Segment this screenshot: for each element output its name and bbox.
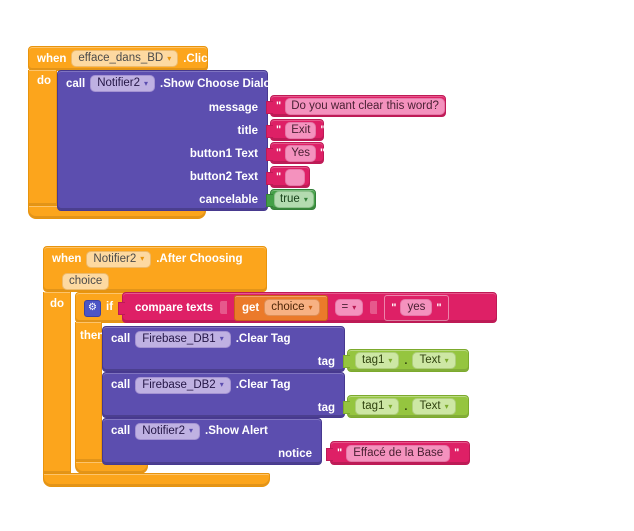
do-label: do [37, 75, 52, 87]
component-dropdown-notifier2[interactable]: Notifier2 ▾ [86, 250, 152, 268]
if-label: if [106, 301, 114, 313]
close-quote: " [320, 124, 326, 136]
close-quote: " [309, 171, 315, 183]
component-dropdown-efface-dans-bd[interactable]: efface_dans_BD ▾ [71, 50, 179, 67]
method-name-label: .Clear Tag [235, 379, 291, 391]
event-param-choice[interactable]: choice [62, 273, 110, 290]
dropdown-icon: ▾ [219, 334, 224, 343]
variable-dropdown-choice[interactable]: choice ▾ [264, 299, 320, 316]
logic-true-block[interactable]: true ▾ [266, 189, 316, 210]
property-dropdown-text[interactable]: Text ▾ [412, 352, 456, 369]
call-label: call [111, 379, 131, 391]
text-input-yes[interactable]: yes [400, 299, 433, 316]
event-name-label: .After Choosing [156, 253, 243, 265]
open-quote: " [276, 147, 282, 159]
component-dropdown-firebase-db2[interactable]: Firebase_DB2 ▾ [135, 376, 231, 394]
component-dropdown-tag1[interactable]: tag1 ▾ [355, 352, 400, 369]
operator-dropdown[interactable]: = ▾ [334, 299, 364, 316]
when-label: when [37, 52, 67, 65]
text-input-button1[interactable]: Yes [285, 144, 316, 162]
dropdown-icon: ▾ [352, 302, 357, 312]
open-quote: " [276, 171, 282, 183]
dropdown-icon: ▾ [308, 302, 313, 312]
dropdown-icon: ▾ [303, 194, 308, 204]
then-label: then [80, 330, 105, 342]
event-block-after-choosing-bottom-bar[interactable] [43, 473, 270, 487]
open-quote: " [276, 100, 282, 112]
event-block-after-choosing-header[interactable]: when Notifier2 ▾ .After Choosing choice [43, 246, 267, 292]
compare-texts-block[interactable]: compare texts get choice ▾ = ▾ " yes " [118, 292, 497, 323]
param-label-button2: button2 Text [189, 170, 258, 183]
method-name-label: .Show Choose Dialog [160, 77, 278, 90]
when-label: when [52, 253, 82, 265]
dropdown-icon: ▾ [189, 426, 194, 435]
text-input-message[interactable]: Do you want clear this word? [285, 97, 445, 115]
text-input-button2[interactable] [285, 168, 306, 186]
open-quote: " [337, 447, 343, 459]
dropdown-icon: ▾ [167, 53, 172, 63]
param-label-title: title [237, 124, 258, 137]
call-show-choose-dialog-block[interactable]: call Notifier2 ▾ .Show Choose Dialog mes… [57, 70, 278, 211]
event-block-click-left-strip[interactable]: do [28, 70, 57, 206]
compare-texts-label: compare texts [135, 301, 213, 314]
call-firebase-db1-clear-tag-block[interactable]: call Firebase_DB1 ▾ .Clear Tag tag [102, 326, 345, 372]
dropdown-icon: ▾ [388, 401, 393, 411]
close-quote: " [436, 301, 442, 314]
param-label-cancelable: cancelable [199, 193, 258, 206]
event-block-after-choosing-left-strip[interactable]: do [43, 292, 71, 474]
call-label: call [111, 425, 131, 437]
param-label-button1: button1 Text [189, 147, 258, 160]
dropdown-icon: ▾ [140, 254, 145, 263]
text-block-button1[interactable]: " Yes " [266, 142, 326, 164]
event-block-click-header[interactable]: when efface_dans_BD ▾ .Click [28, 46, 214, 71]
param-label-message: message [208, 101, 258, 114]
call-show-alert-block[interactable]: call Notifier2 ▾ .Show Alert notice [102, 418, 322, 465]
method-name-label: .Clear Tag [235, 333, 291, 345]
component-dropdown-tag1[interactable]: tag1 ▾ [355, 398, 400, 415]
dropdown-icon: ▾ [144, 78, 149, 88]
dropdown-icon: ▾ [388, 355, 393, 365]
text-input-notice[interactable]: Effacé de la Base [346, 444, 451, 462]
event-name-label: .Click [183, 52, 214, 65]
get-label: get [241, 301, 260, 314]
close-quote: " [448, 100, 455, 112]
param-label-tag: tag [317, 401, 335, 414]
close-quote: " [319, 147, 326, 159]
component-getter-tag1-text[interactable]: tag1 ▾ . Text ▾ [343, 349, 469, 372]
dot-separator: . [404, 400, 408, 413]
text-block-title[interactable]: " Exit " [266, 119, 326, 141]
text-block-button2-empty[interactable]: " " [266, 166, 314, 188]
socket-notch [370, 301, 378, 314]
if-block-left-strip[interactable]: then [75, 322, 105, 462]
dropdown-icon: ▾ [444, 401, 449, 411]
dropdown-icon: ▾ [444, 355, 449, 365]
param-label-notice: notice [278, 448, 312, 460]
get-variable-block[interactable]: get choice ▾ [233, 294, 328, 321]
mutator-gear-icon[interactable]: ⚙ [84, 300, 101, 317]
component-dropdown-firebase-db1[interactable]: Firebase_DB1 ▾ [135, 330, 231, 348]
call-label: call [111, 333, 131, 345]
dot-separator: . [404, 354, 408, 367]
method-name-label: .Show Alert [205, 425, 268, 437]
text-block-message[interactable]: " Do you want clear this word? " [266, 95, 454, 117]
text-block-yes[interactable]: " yes " [384, 294, 449, 321]
call-firebase-db2-clear-tag-block[interactable]: call Firebase_DB2 ▾ .Clear Tag tag [102, 372, 345, 418]
dropdown-icon: ▾ [219, 380, 224, 389]
text-block-notice[interactable]: " Effacé de la Base " [326, 441, 470, 465]
property-dropdown-text[interactable]: Text ▾ [412, 398, 456, 415]
text-input-title[interactable]: Exit [285, 121, 317, 139]
open-quote: " [276, 124, 282, 136]
param-label-tag: tag [317, 355, 335, 368]
logic-true-dropdown[interactable]: true ▾ [274, 191, 314, 208]
component-getter-tag1-text[interactable]: tag1 ▾ . Text ▾ [343, 395, 469, 418]
open-quote: " [391, 301, 397, 314]
do-label: do [50, 298, 65, 310]
close-quote: " [454, 447, 460, 459]
call-label: call [66, 77, 86, 90]
socket-notch [219, 301, 227, 314]
component-dropdown-notifier2[interactable]: Notifier2 ▾ [135, 422, 201, 440]
component-dropdown-notifier2[interactable]: Notifier2 ▾ [90, 75, 156, 92]
